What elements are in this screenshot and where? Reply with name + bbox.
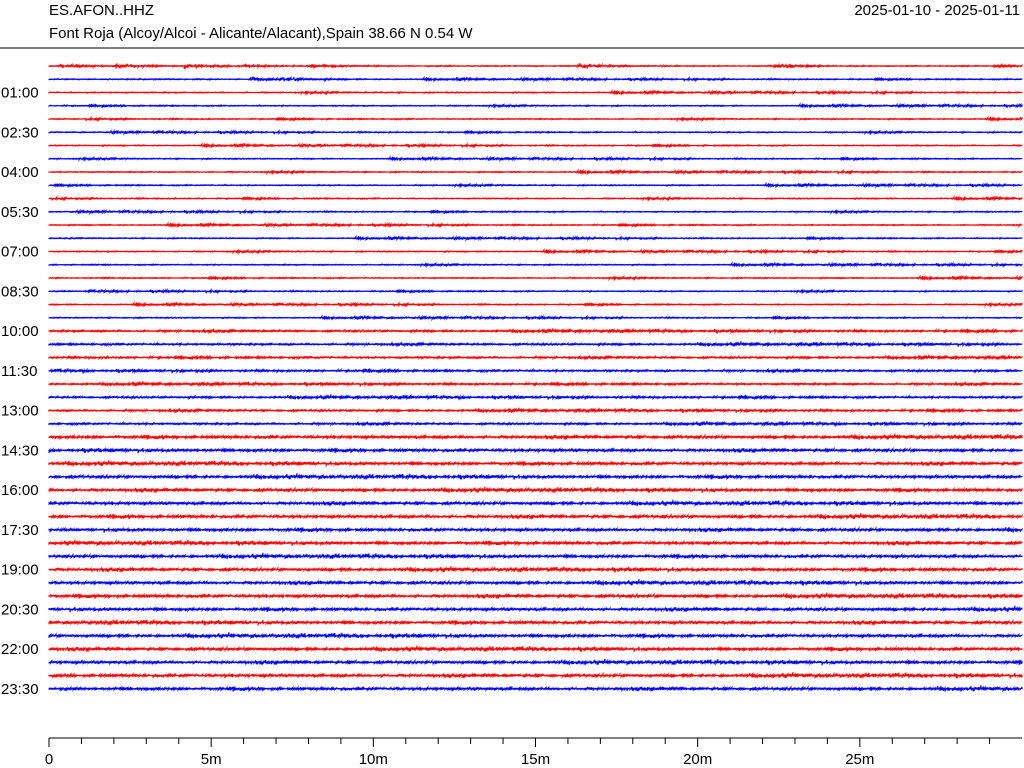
trace-row <box>48 539 1023 547</box>
trace-row <box>48 354 1023 361</box>
y-tick-label: 02:30 <box>1 124 39 141</box>
x-tick-label: 5m <box>201 751 222 768</box>
trace-row <box>48 102 1023 110</box>
trace-row <box>48 632 1023 640</box>
date-range: 2025-01-10 - 2025-01-11 <box>854 2 1020 19</box>
trace-row <box>48 181 1023 189</box>
trace-row <box>48 579 1023 587</box>
y-tick-label: 07:00 <box>1 244 39 261</box>
trace-row <box>48 115 1023 123</box>
trace-row <box>48 300 1023 308</box>
trace-row <box>48 393 1023 401</box>
trace-row <box>48 62 1023 70</box>
x-tick-label: 0 <box>45 751 53 768</box>
trace-row <box>48 221 1023 229</box>
trace-group <box>48 62 1023 693</box>
trace-row <box>48 261 1023 269</box>
y-tick-label: 19:00 <box>1 562 39 579</box>
x-tick-label: 10m <box>359 751 388 768</box>
x-tick-label: 20m <box>683 751 712 768</box>
trace-row <box>48 327 1023 335</box>
station-location: Font Roja (Alcoy/Alcoi - Alicante/Alacan… <box>49 25 473 42</box>
x-tick-label: 15m <box>521 751 550 768</box>
trace-row <box>48 141 1023 149</box>
trace-row <box>48 407 1023 414</box>
y-tick-label: 08:30 <box>1 283 39 300</box>
trace-row <box>48 658 1023 666</box>
trace-row <box>48 274 1023 282</box>
y-tick-label: 13:00 <box>1 403 39 420</box>
trace-row <box>48 645 1023 653</box>
y-tick-label: 20:30 <box>1 601 39 618</box>
trace-row <box>48 340 1023 348</box>
trace-row <box>48 446 1023 454</box>
trace-row <box>48 618 1023 627</box>
trace-row <box>48 671 1023 680</box>
y-tick-label: 05:30 <box>1 204 39 221</box>
trace-row <box>48 486 1023 494</box>
trace-row <box>48 247 1023 255</box>
trace-row <box>48 420 1023 428</box>
trace-row <box>48 433 1023 441</box>
trace-row <box>48 526 1023 534</box>
trace-row <box>48 155 1023 163</box>
trace-row <box>48 512 1023 521</box>
y-tick-label: 14:30 <box>1 442 39 459</box>
trace-row <box>48 287 1023 295</box>
y-tick-label: 11:30 <box>1 363 37 380</box>
trace-row <box>48 314 1023 322</box>
y-tick-label: 16:00 <box>1 482 39 499</box>
trace-row <box>48 565 1023 574</box>
trace-row <box>48 168 1023 176</box>
trace-row <box>48 208 1023 216</box>
trace-row <box>48 128 1023 136</box>
station-code: ES.AFON..HHZ <box>49 2 155 19</box>
y-tick-label: 22:00 <box>1 641 39 658</box>
trace-row <box>48 380 1023 388</box>
trace-row <box>48 499 1023 507</box>
trace-row <box>48 234 1023 242</box>
y-tick-label: 04:00 <box>1 164 39 181</box>
trace-row <box>48 605 1023 613</box>
y-tick-label: 17:30 <box>1 522 39 539</box>
trace-row <box>48 685 1023 693</box>
trace-row <box>48 592 1023 600</box>
x-axis: 0 5m 10m 15m 20m 25m <box>45 737 1022 768</box>
y-tick-label: 10:00 <box>1 323 39 340</box>
trace-row <box>48 75 1023 83</box>
y-axis: 01:00 02:30 04:00 05:30 07:00 08:30 10:00 11:30… <box>1 85 39 698</box>
trace-row <box>48 194 1023 202</box>
trace-row <box>48 367 1023 375</box>
trace-row <box>48 459 1023 468</box>
x-tick-label: 25m <box>845 751 874 768</box>
trace-row <box>48 88 1023 96</box>
trace-row <box>48 552 1023 560</box>
y-tick-label: 23:30 <box>1 681 39 698</box>
trace-row <box>48 473 1023 481</box>
y-tick-label: 01:00 <box>1 85 39 102</box>
